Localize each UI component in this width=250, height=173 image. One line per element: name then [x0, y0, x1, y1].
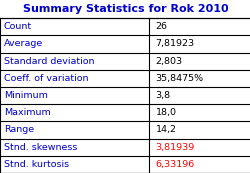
Text: Maximum: Maximum — [4, 108, 50, 117]
Bar — [0, 0, 250, 18]
Text: 35,8475%: 35,8475% — [155, 74, 203, 83]
Text: Stnd. kurtosis: Stnd. kurtosis — [4, 160, 68, 169]
Text: 14,2: 14,2 — [155, 125, 176, 134]
Text: Count: Count — [4, 22, 32, 31]
Text: Summary Statistics for Rok 2010: Summary Statistics for Rok 2010 — [22, 4, 228, 14]
Text: Stnd. skewness: Stnd. skewness — [4, 143, 77, 152]
Text: 3,8: 3,8 — [155, 91, 170, 100]
Text: Standard deviation: Standard deviation — [4, 57, 94, 66]
Text: 2,803: 2,803 — [155, 57, 182, 66]
Text: Range: Range — [4, 125, 34, 134]
Text: Minimum: Minimum — [4, 91, 48, 100]
Text: 6,33196: 6,33196 — [155, 160, 194, 169]
Text: 26: 26 — [155, 22, 167, 31]
Text: 18,0: 18,0 — [155, 108, 176, 117]
Text: 3,81939: 3,81939 — [155, 143, 194, 152]
Text: Coeff. of variation: Coeff. of variation — [4, 74, 88, 83]
Text: 7,81923: 7,81923 — [155, 39, 194, 48]
Text: Average: Average — [4, 39, 43, 48]
